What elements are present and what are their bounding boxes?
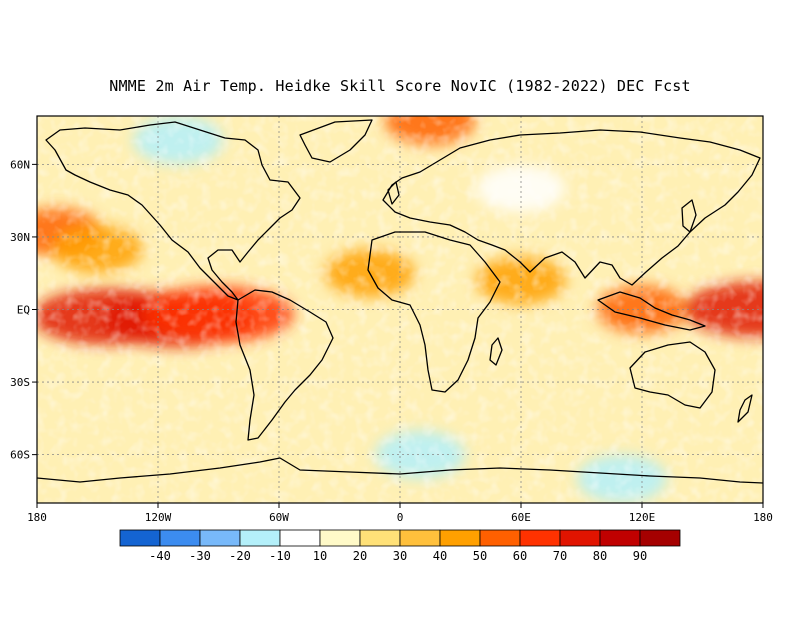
coast-maritime-asia — [597, 291, 706, 331]
colorbar-label-0: -40 — [149, 549, 171, 563]
colorbar-label-6: 30 — [393, 549, 407, 563]
colorbar-label-3: -10 — [269, 549, 291, 563]
x-tick-label-0: 180 — [27, 511, 47, 524]
y-tick-label-0: 60N — [10, 158, 30, 171]
coast-africa — [367, 231, 501, 393]
colorbar-label-8: 50 — [473, 549, 487, 563]
x-axis-ticks: 180 120W 60W 0 60E 120E 180 — [27, 503, 773, 524]
coast-south-america — [235, 289, 334, 441]
coast-uk — [387, 181, 400, 205]
coast-north-america — [45, 121, 301, 301]
x-tick-label-3: 0 — [397, 511, 404, 524]
colorbar-label-12: 90 — [633, 549, 647, 563]
colorbar-label-7: 40 — [433, 549, 447, 563]
coast-japan — [681, 199, 697, 233]
colorbar: -40 -30 -20 -10 10 20 30 40 50 60 70 80 90 — [119, 529, 681, 563]
colorbar-swatch-13 — [639, 529, 681, 547]
x-tick-label-2: 60W — [269, 511, 289, 524]
y-axis-ticks: 60N 30N EQ 30S 60S — [10, 158, 37, 462]
y-tick-label-3: 30S — [10, 376, 30, 389]
colorbar-swatch-0 — [119, 529, 161, 547]
colorbar-swatch-4 — [279, 529, 321, 547]
colorbar-label-11: 80 — [593, 549, 607, 563]
colorbar-swatch-1 — [159, 529, 201, 547]
colorbar-label-4: 10 — [313, 549, 327, 563]
coast-madagascar — [489, 337, 503, 366]
colorbar-label-5: 20 — [353, 549, 367, 563]
colorbar-swatch-3 — [239, 529, 281, 547]
coastlines — [37, 119, 763, 484]
colorbar-swatch-5 — [319, 529, 361, 547]
colorbar-swatch-10 — [519, 529, 561, 547]
map-grid — [37, 116, 763, 503]
colorbar-swatch-8 — [439, 529, 481, 547]
map-title: NMME 2m Air Temp. Heidke Skill Score Nov… — [109, 77, 691, 95]
colorbar-label-1: -30 — [189, 549, 211, 563]
colorbar-swatch-9 — [479, 529, 521, 547]
x-tick-label-1: 120W — [145, 511, 172, 524]
coast-greenland — [299, 119, 373, 163]
colorbar-swatch-7 — [399, 529, 441, 547]
colorbar-label-10: 70 — [553, 549, 567, 563]
map-plot-area — [37, 116, 763, 503]
x-tick-label-5: 120E — [629, 511, 656, 524]
colorbar-label-2: -20 — [229, 549, 251, 563]
x-tick-label-4: 60E — [511, 511, 531, 524]
x-tick-label-6: 180 — [753, 511, 773, 524]
y-tick-label-1: 30N — [10, 231, 30, 244]
y-tick-label-2: EQ — [17, 304, 30, 317]
coast-eurasia — [382, 129, 761, 286]
coast-antarctica — [37, 457, 763, 484]
colorbar-swatch-12 — [599, 529, 641, 547]
coast-australia — [629, 341, 716, 409]
texture-overlay — [37, 116, 763, 503]
colorbar-swatch-11 — [559, 529, 601, 547]
colorbar-swatch-6 — [359, 529, 401, 547]
coast-new-zealand — [737, 394, 753, 423]
y-tick-label-4: 60S — [10, 449, 30, 462]
colorbar-swatch-2 — [199, 529, 241, 547]
colorbar-label-9: 60 — [513, 549, 527, 563]
